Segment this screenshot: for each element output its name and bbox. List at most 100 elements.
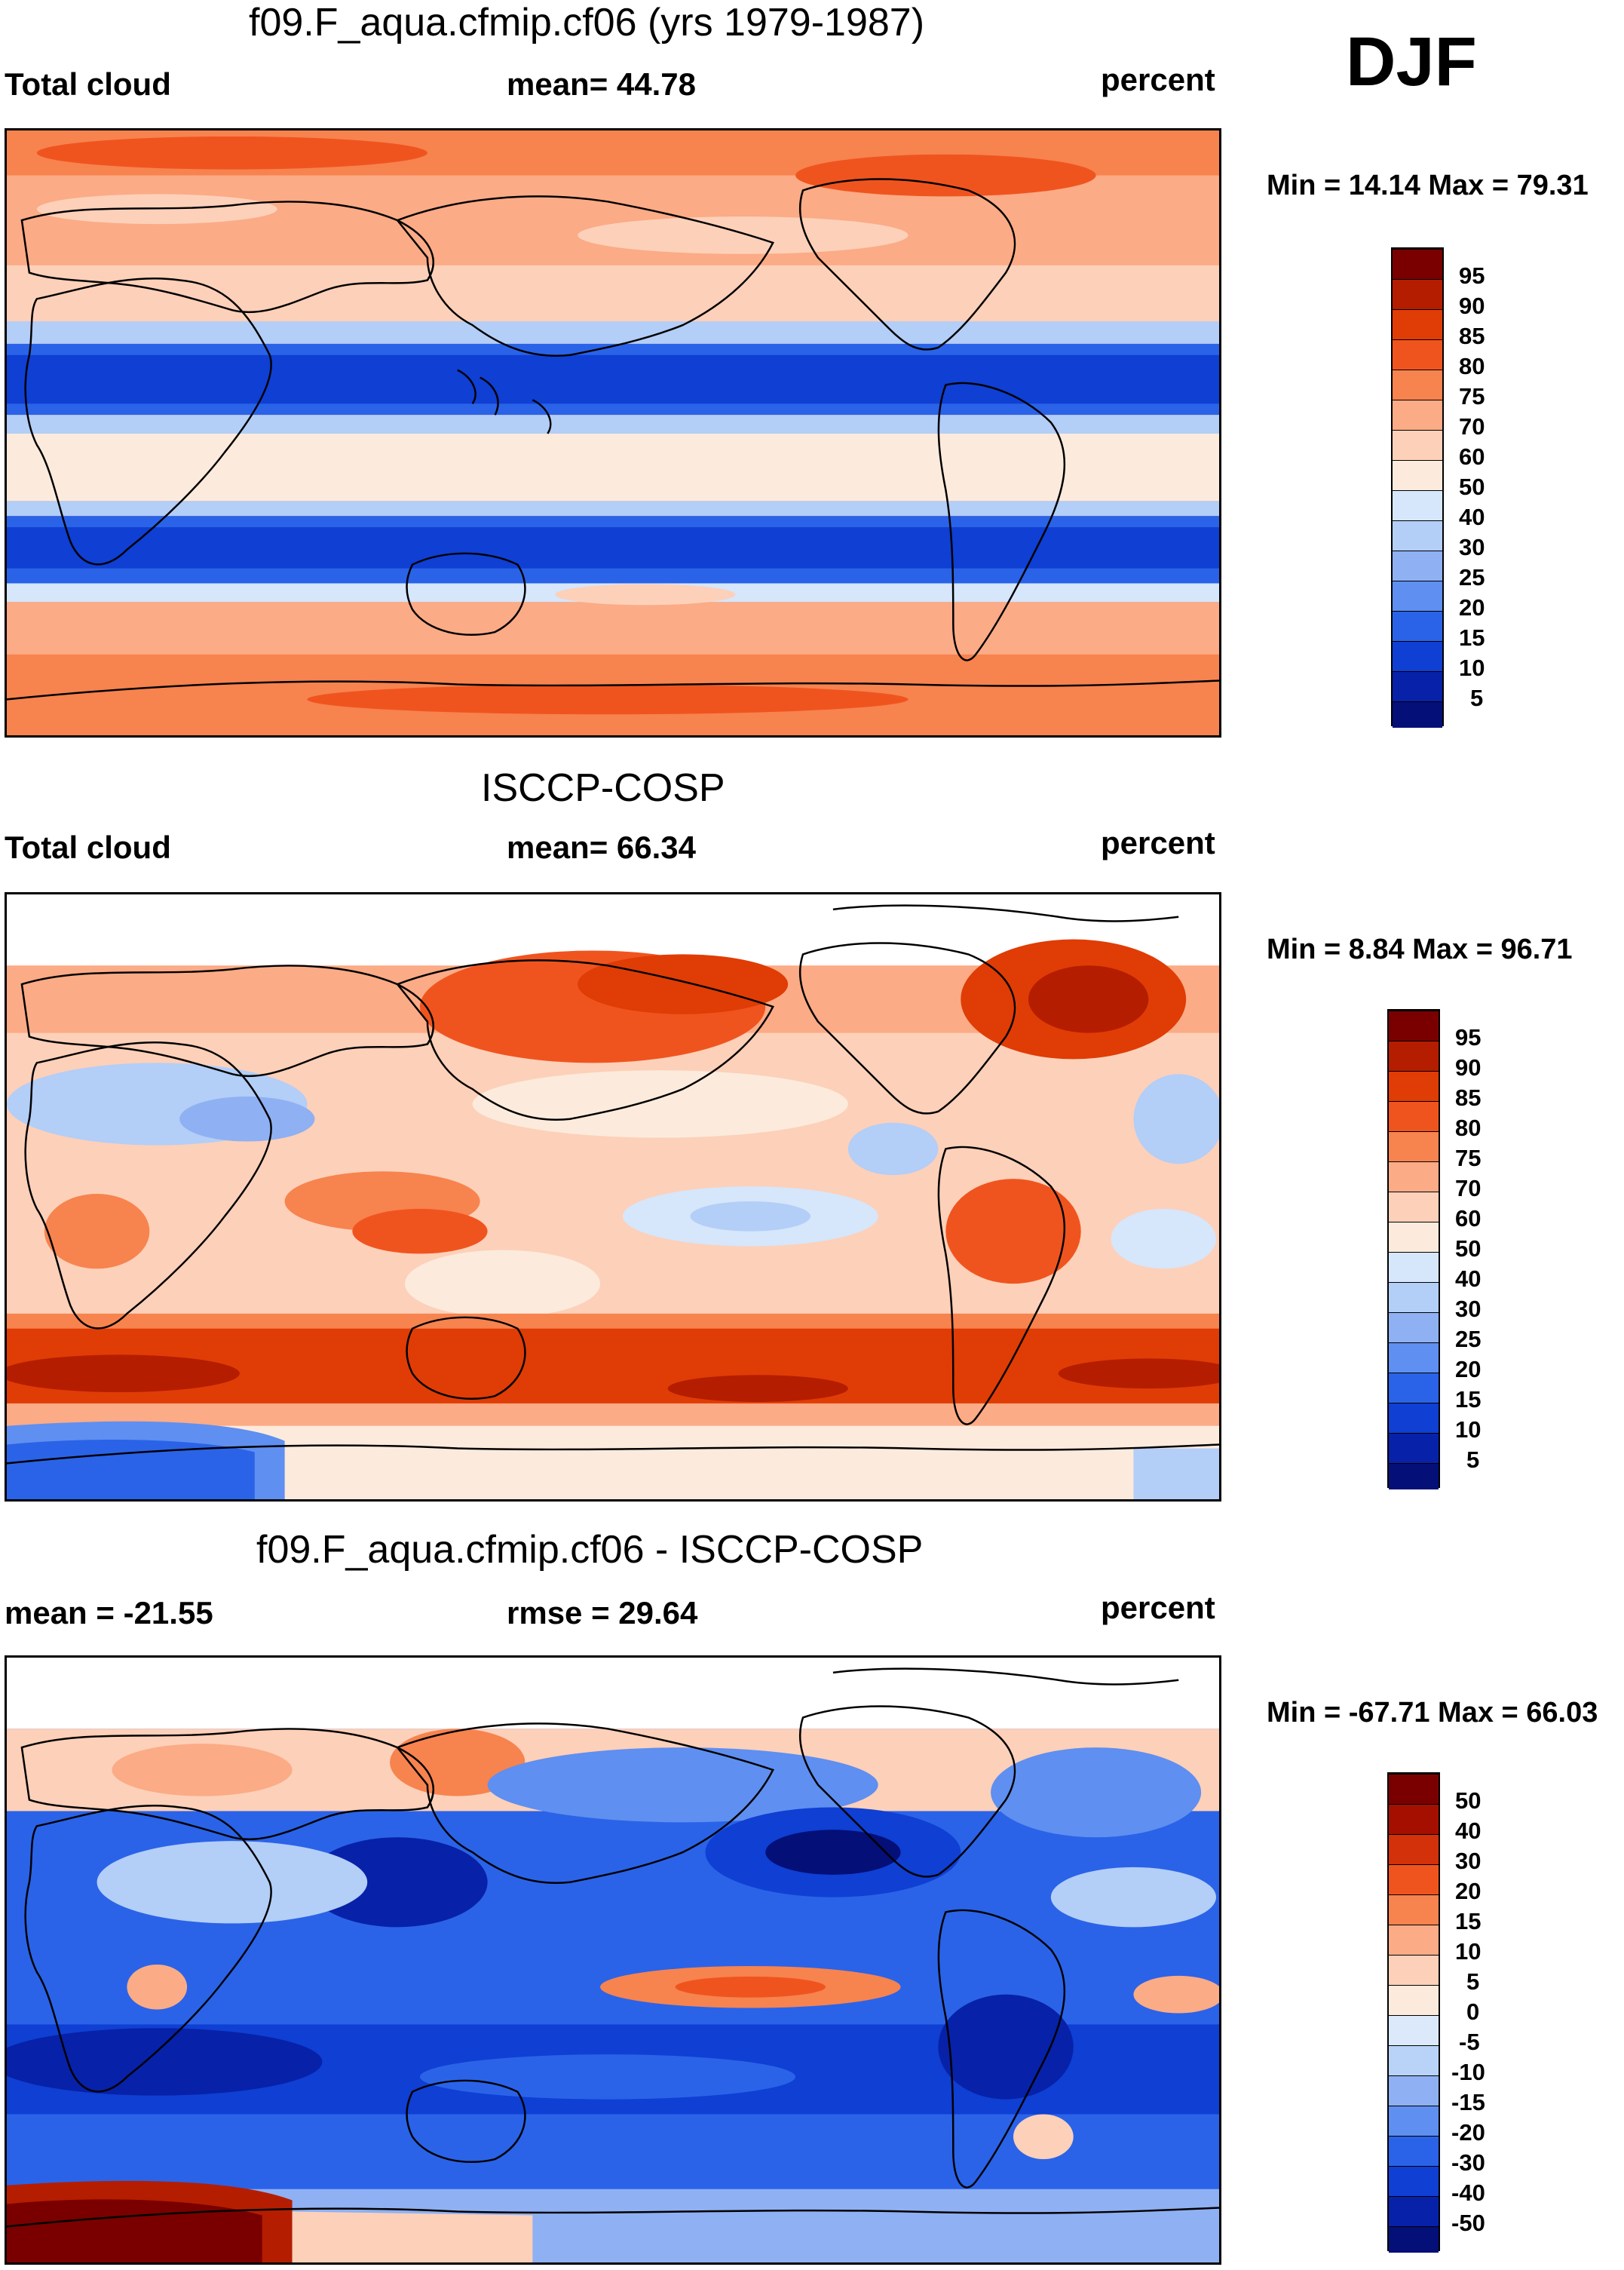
panel-3-rmse-label: rmse = 29.64: [507, 1595, 698, 1630]
panel-3-colorbar-tick: 50: [1455, 1787, 1482, 1814]
panel-3-colorbar-swatch: [1389, 1864, 1439, 1894]
panel-3-colorbar-swatch: [1389, 2075, 1439, 2106]
panel-2-colorbar-swatch: [1389, 1252, 1439, 1282]
panel-1-colorbar-tick: 5: [1470, 685, 1484, 711]
panel-2-colorbar-swatch: [1389, 1342, 1439, 1373]
panel-2-minmax: Min = 8.84 Max = 96.71: [1267, 934, 1573, 965]
panel-2-colorbar-tick: 90: [1455, 1054, 1482, 1081]
panel-2-colorbar-tick: 30: [1455, 1296, 1482, 1322]
panel-1-colorbar-tick: 20: [1459, 594, 1485, 621]
panel-3-units-label: percent: [1101, 1590, 1215, 1625]
panel-2-colorbar-swatch: [1389, 1011, 1439, 1041]
panel-3-colorbar-swatch: [1389, 2106, 1439, 2136]
panel-3-map: [5, 1655, 1221, 2265]
panel-2-colorbar-swatch: [1389, 1131, 1439, 1161]
panel-2-colorbar-swatch: [1389, 1403, 1439, 1433]
panel-2-colorbar: [1387, 1009, 1440, 1489]
panel-2-colorbar-tick: 40: [1455, 1265, 1482, 1292]
panel-2-colorbar-swatch: [1389, 1433, 1439, 1463]
panel-1-colorbar-tick: 70: [1459, 413, 1485, 440]
panel-2-colorbar-swatch: [1389, 1282, 1439, 1312]
panel-3-colorbar-tick: 5: [1466, 1968, 1480, 1995]
panel-3-colorbar-tick: -15: [1451, 2089, 1485, 2115]
panel-3-colorbar-swatch: [1389, 1925, 1439, 1955]
panel-1-colorbar-tick: 50: [1459, 474, 1485, 500]
panel-3-colorbar-tick: -40: [1451, 2180, 1485, 2206]
panel-1-colorbar-swatch: [1393, 701, 1442, 728]
panel-1-colorbar-tick: 75: [1459, 383, 1485, 410]
panel-2-colorbar-tick: 20: [1455, 1356, 1482, 1382]
panel-3-colorbar-swatch: [1389, 1834, 1439, 1864]
panel-1-colorbar-tick: 60: [1459, 443, 1485, 470]
panel-1-colorbar-swatch: [1393, 520, 1442, 551]
panel-1-colorbar-swatch: [1393, 641, 1442, 671]
panel-2-colorbar-tick: 50: [1455, 1235, 1482, 1262]
panel-2-colorbar-swatch: [1389, 1161, 1439, 1192]
panel-1-colorbar-tick: 25: [1459, 564, 1485, 591]
panel-1-colorbar-swatch: [1393, 370, 1442, 400]
panel-3-colorbar-tick: 20: [1455, 1878, 1482, 1904]
panel-2-colorbar-swatch: [1389, 1041, 1439, 1071]
panel-2-variable-label: Total cloud: [5, 830, 171, 865]
panel-1-colorbar-swatch: [1393, 581, 1442, 611]
panel-1-title: f09.F_aqua.cfmip.cf06 (yrs 1979-1987): [249, 1, 925, 44]
panel-3-colorbar-swatch: [1389, 1804, 1439, 1834]
panel-3-colorbar-tick: 10: [1455, 1938, 1482, 1965]
panel-1-colorbar-tick: 85: [1459, 323, 1485, 349]
panel-3-map-field: [7, 1658, 1219, 2262]
panel-3-minmax: Min = -67.71 Max = 66.03: [1267, 1697, 1598, 1729]
panel-1-colorbar-swatch: [1393, 671, 1442, 701]
panel-3-colorbar-tick: 15: [1455, 1908, 1482, 1934]
panel-1-colorbar-swatch: [1393, 611, 1442, 641]
panel-1-colorbar-tick: 15: [1459, 624, 1485, 651]
panel-3-mean-label: mean = -21.55: [5, 1595, 213, 1630]
panel-3-colorbar-swatch: [1389, 2166, 1439, 2196]
panel-1-colorbar-swatch: [1393, 551, 1442, 581]
panel-1-colorbar-swatch: [1393, 339, 1442, 370]
panel-2-units-label: percent: [1101, 825, 1215, 860]
panel-3-title: f09.F_aqua.cfmip.cf06 - ISCCP-COSP: [256, 1528, 924, 1572]
panel-3-colorbar-tick: -5: [1459, 2029, 1480, 2055]
panel-3-colorbar-tick: -30: [1451, 2149, 1485, 2176]
panel-1-minmax: Min = 14.14 Max = 79.31: [1267, 170, 1589, 201]
panel-1-colorbar-swatch: [1393, 249, 1442, 279]
panel-3-colorbar-swatch: [1389, 2196, 1439, 2226]
season-label: DJF: [1346, 23, 1477, 100]
panel-1-colorbar-swatch: [1393, 430, 1442, 460]
panel-2-mean-label: mean= 66.34: [507, 830, 697, 865]
panel-1-colorbar-swatch: [1393, 309, 1442, 339]
panel-2-colorbar-tick: 95: [1455, 1024, 1482, 1051]
panel-1-colorbar-swatch: [1393, 279, 1442, 309]
panel-2-colorbar-swatch: [1389, 1373, 1439, 1403]
panel-3-colorbar-swatch: [1389, 1774, 1439, 1804]
panel-1-mean-label: mean= 44.78: [507, 66, 697, 102]
panel-3-colorbar-swatch: [1389, 2045, 1439, 2075]
panel-2-map-field: [7, 894, 1219, 1499]
panel-1-colorbar-tick: 30: [1459, 534, 1485, 560]
panel-2-colorbar-swatch: [1389, 1192, 1439, 1222]
panel-1-colorbar-tick: 10: [1459, 655, 1485, 681]
panel-3-colorbar-swatch: [1389, 2015, 1439, 2045]
panel-3-colorbar-swatch: [1389, 1894, 1439, 1925]
panel-1-units-label: percent: [1101, 62, 1215, 97]
panel-1-variable-label: Total cloud: [5, 66, 171, 102]
panel-3-colorbar-swatch: [1389, 1985, 1439, 2015]
panel-3-colorbar-swatch: [1389, 2226, 1439, 2253]
panel-1-colorbar-tick: 80: [1459, 353, 1485, 379]
panel-3-colorbar-tick: 30: [1455, 1848, 1482, 1874]
panel-2-colorbar-swatch: [1389, 1312, 1439, 1342]
panel-2-colorbar-tick: 70: [1455, 1175, 1482, 1201]
panel-2-colorbar-tick: 5: [1466, 1446, 1480, 1473]
panel-2-colorbar-swatch: [1389, 1463, 1439, 1489]
panel-2-colorbar-tick: 80: [1455, 1115, 1482, 1141]
panel-2-colorbar-tick: 10: [1455, 1416, 1482, 1443]
panel-1-colorbar-swatch: [1393, 400, 1442, 430]
panel-2-colorbar-tick: 75: [1455, 1145, 1482, 1171]
panel-1-map: [5, 128, 1221, 738]
panel-3-colorbar-tick: -20: [1451, 2119, 1485, 2146]
panel-1-colorbar-tick: 95: [1459, 262, 1485, 289]
panel-3-colorbar-tick: 0: [1466, 1999, 1480, 2025]
panel-1-colorbar-tick: 40: [1459, 504, 1485, 530]
panel-1-colorbar: [1391, 247, 1444, 728]
panel-3-colorbar-tick: 40: [1455, 1818, 1482, 1844]
